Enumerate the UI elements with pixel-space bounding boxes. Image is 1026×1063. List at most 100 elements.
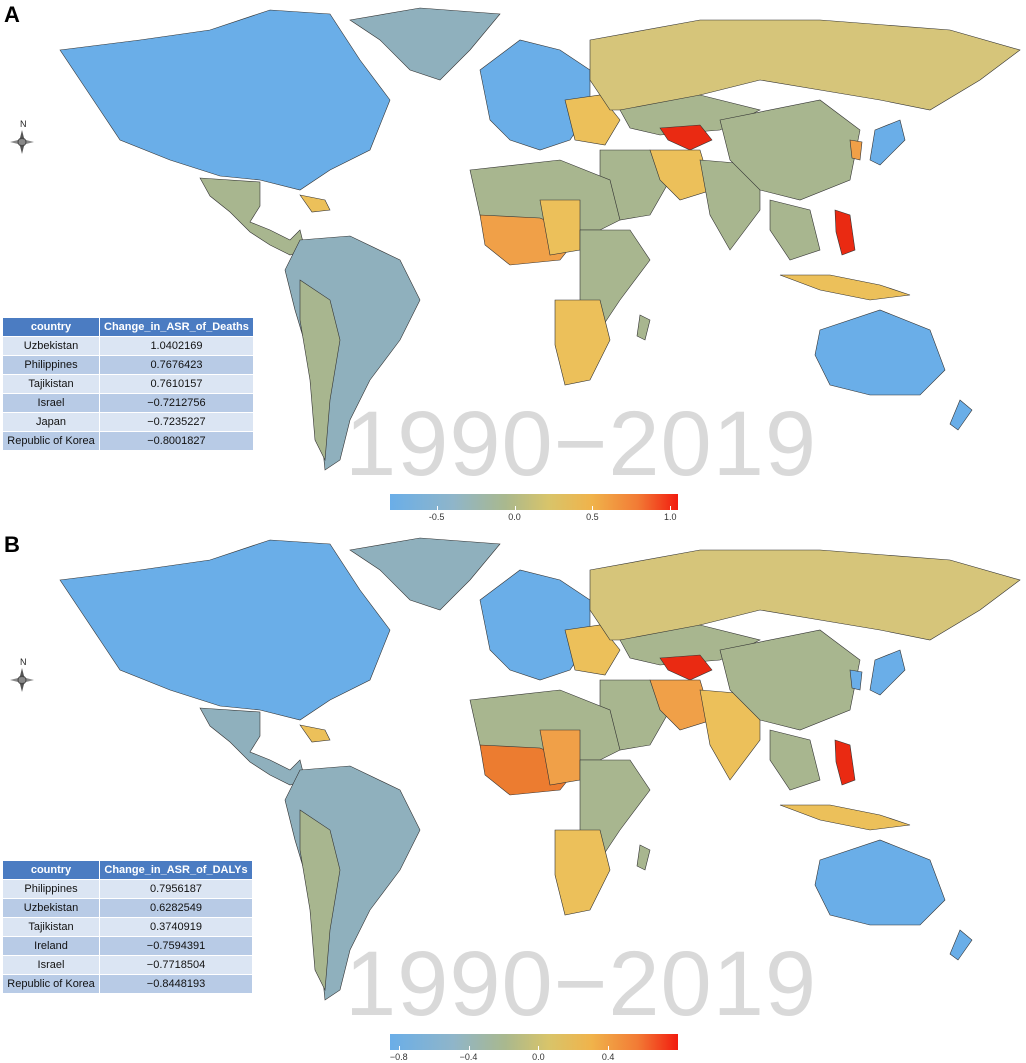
country-cell: Philippines: [2, 879, 100, 899]
table-row: Tajikistan 0.7610157: [2, 374, 254, 394]
panel-label: A: [4, 2, 20, 27]
table-row: Philippines 0.7956187: [2, 879, 253, 899]
legend-tick-mark: [592, 506, 594, 510]
region-china: [719, 629, 861, 731]
svg-text:N: N: [20, 657, 27, 667]
year-range-watermark: 1990−2019: [345, 393, 818, 495]
region-greenland: [349, 537, 501, 611]
region-russia: [589, 19, 1021, 111]
region-japan: [869, 649, 906, 696]
region-se-asia: [769, 199, 821, 261]
legend-tick-mark: [538, 1046, 540, 1050]
region-southern-africa: [554, 299, 611, 386]
region-uzbekistan: [659, 124, 713, 151]
region-north-america: [59, 539, 391, 721]
region-madagascar: [636, 314, 651, 341]
country-cell: Israel: [2, 393, 100, 413]
region-australia: [814, 309, 946, 396]
region-indonesia: [779, 804, 911, 831]
region-se-asia: [769, 729, 821, 791]
region-uzbekistan: [659, 654, 713, 681]
country-cell: Tajikistan: [2, 374, 100, 394]
value-cell: −0.7718504: [99, 955, 253, 975]
table-row: Ireland −0.7594391: [2, 936, 253, 956]
table-row: Israel −0.7718504: [2, 955, 253, 975]
legend-tick-label: 0.5: [586, 512, 599, 522]
panel-a: A: [0, 0, 1026, 522]
region-iran-afghanistan: [649, 679, 713, 731]
compass-rose-icon: N: [10, 657, 34, 692]
legend-tick-mark: [514, 506, 516, 510]
value-cell: −0.8001827: [99, 431, 254, 451]
region-andes: [299, 809, 341, 992]
world-map: [59, 537, 1021, 1001]
table-row: Philippines 0.7676423: [2, 355, 254, 375]
region-north-america: [59, 9, 391, 191]
legend-tick-label: −0.8: [389, 1052, 408, 1062]
legend-tick-mark: [398, 1046, 400, 1050]
year-range-watermark: 1990−2019: [345, 933, 818, 1035]
country-cell: Republic of Korea: [2, 974, 100, 994]
svg-text:N: N: [20, 119, 27, 129]
table-row: Republic of Korea −0.8001827: [2, 431, 254, 451]
table-header: country Change_in_ASR_of_Deaths: [2, 317, 254, 337]
compass-rose-icon: N: [10, 119, 34, 154]
region-greenland: [349, 7, 501, 81]
value-cell: −0.7235227: [99, 412, 254, 432]
column-header: Change_in_ASR_of_Deaths: [99, 317, 254, 337]
region-korea: [849, 669, 863, 691]
region-indonesia: [779, 274, 911, 301]
legend-tick-mark: [608, 1046, 610, 1050]
value-cell: −0.7212756: [99, 393, 254, 413]
value-cell: 0.7676423: [99, 355, 254, 375]
region-iran-afghanistan: [649, 149, 713, 201]
country-cell: Republic of Korea: [2, 431, 100, 451]
region-europe: [479, 39, 591, 151]
legend-tick-label: 1.0: [663, 512, 677, 522]
region-australia: [814, 839, 946, 926]
country-cell: Philippines: [2, 355, 100, 375]
table-row: Uzbekistan 1.0402169: [2, 336, 254, 356]
column-header: Change_in_ASR_of_DALYs: [99, 860, 253, 880]
legend-gradient: [390, 1034, 678, 1050]
value-cell: 0.7956187: [99, 879, 253, 899]
region-new-zealand: [949, 399, 973, 431]
color-legend: −0.8 −0.4 0.0 0.4: [390, 1034, 678, 1062]
region-russia: [589, 549, 1021, 641]
panel-label: B: [4, 532, 20, 557]
value-cell: −0.8448193: [99, 974, 253, 994]
country-cell: Uzbekistan: [2, 898, 100, 918]
region-new-zealand: [949, 929, 973, 961]
region-mexico: [199, 177, 306, 256]
region-europe: [479, 569, 591, 681]
country-cell: Tajikistan: [2, 917, 100, 937]
column-header: country: [2, 860, 100, 880]
table-row: Japan −0.7235227: [2, 412, 254, 432]
region-eastern-europe: [564, 624, 621, 676]
panel-b: B: [0, 530, 1026, 1062]
table-header: country Change_in_ASR_of_DALYs: [2, 860, 253, 880]
top-countries-table: country Change_in_ASR_of_Deaths Uzbekist…: [2, 317, 254, 451]
legend-tick-label: 0.4: [601, 1052, 615, 1062]
region-philippines: [834, 739, 856, 786]
top-countries-table: country Change_in_ASR_of_DALYs Philippin…: [2, 860, 253, 994]
legend-tick-mark: [670, 506, 672, 510]
country-cell: Ireland: [2, 936, 100, 956]
color-legend: -0.5 0.0 0.5 1.0: [390, 494, 678, 522]
table-row: Uzbekistan 0.6282549: [2, 898, 253, 918]
country-cell: Israel: [2, 955, 100, 975]
legend-tick-mark: [436, 506, 438, 510]
table-row: Tajikistan 0.3740919: [2, 917, 253, 937]
value-cell: 0.7610157: [99, 374, 254, 394]
legend-tick-label: 0.0: [508, 512, 521, 522]
legend-tick-label: −0.4: [459, 1052, 478, 1062]
legend-tick-label: -0.5: [428, 512, 445, 522]
value-cell: 0.3740919: [99, 917, 253, 937]
region-southern-africa: [554, 829, 611, 916]
table-row: Republic of Korea −0.8448193: [2, 974, 253, 994]
region-caribbean: [299, 724, 331, 743]
legend-tick-mark: [468, 1046, 470, 1050]
region-mexico: [199, 707, 306, 786]
table-row: Israel −0.7212756: [2, 393, 254, 413]
region-korea: [849, 139, 863, 161]
